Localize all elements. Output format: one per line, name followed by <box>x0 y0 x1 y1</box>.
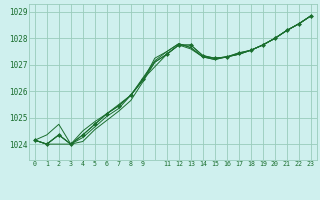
Text: Graphe pression niveau de la mer (hPa): Graphe pression niveau de la mer (hPa) <box>58 186 262 195</box>
